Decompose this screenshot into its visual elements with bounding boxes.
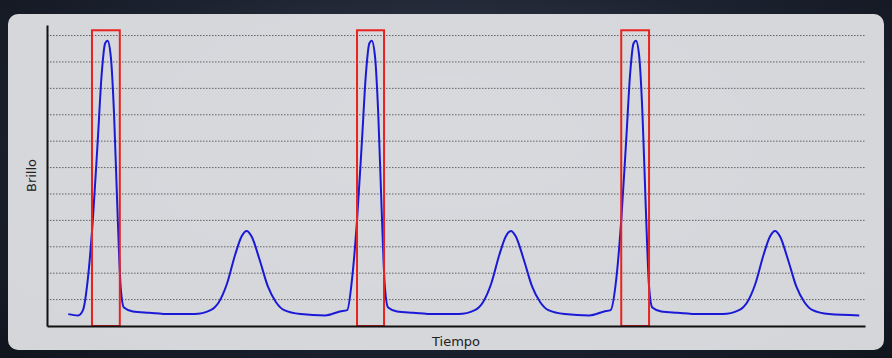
- grid-line: [47, 61, 865, 62]
- grid-line: [47, 299, 865, 300]
- grid-line: [47, 246, 865, 247]
- grid-line: [47, 141, 865, 142]
- grid-line: [47, 193, 865, 194]
- plot: [47, 26, 866, 327]
- marks: [68, 30, 859, 326]
- grid-line: [47, 35, 865, 36]
- highlight-rect: [92, 30, 120, 326]
- panel: [8, 14, 884, 350]
- y-axis-title: Brillo: [24, 159, 39, 192]
- grid: [47, 36, 865, 300]
- grid-line: [47, 88, 865, 89]
- grid-line: [47, 167, 865, 168]
- brightness-line: [68, 41, 859, 316]
- grid-line: [47, 273, 865, 274]
- axis-line: [48, 326, 866, 328]
- chart: Tiempo Brillo: [0, 0, 892, 358]
- grid-line: [47, 114, 865, 115]
- axis-line: [47, 26, 49, 327]
- highlight-rect: [621, 30, 649, 326]
- grid-line: [47, 220, 865, 221]
- x-axis-title: Tiempo: [431, 334, 480, 349]
- x-axis: [48, 326, 866, 327]
- y-axis: [47, 26, 48, 327]
- highlight-rect: [357, 30, 384, 326]
